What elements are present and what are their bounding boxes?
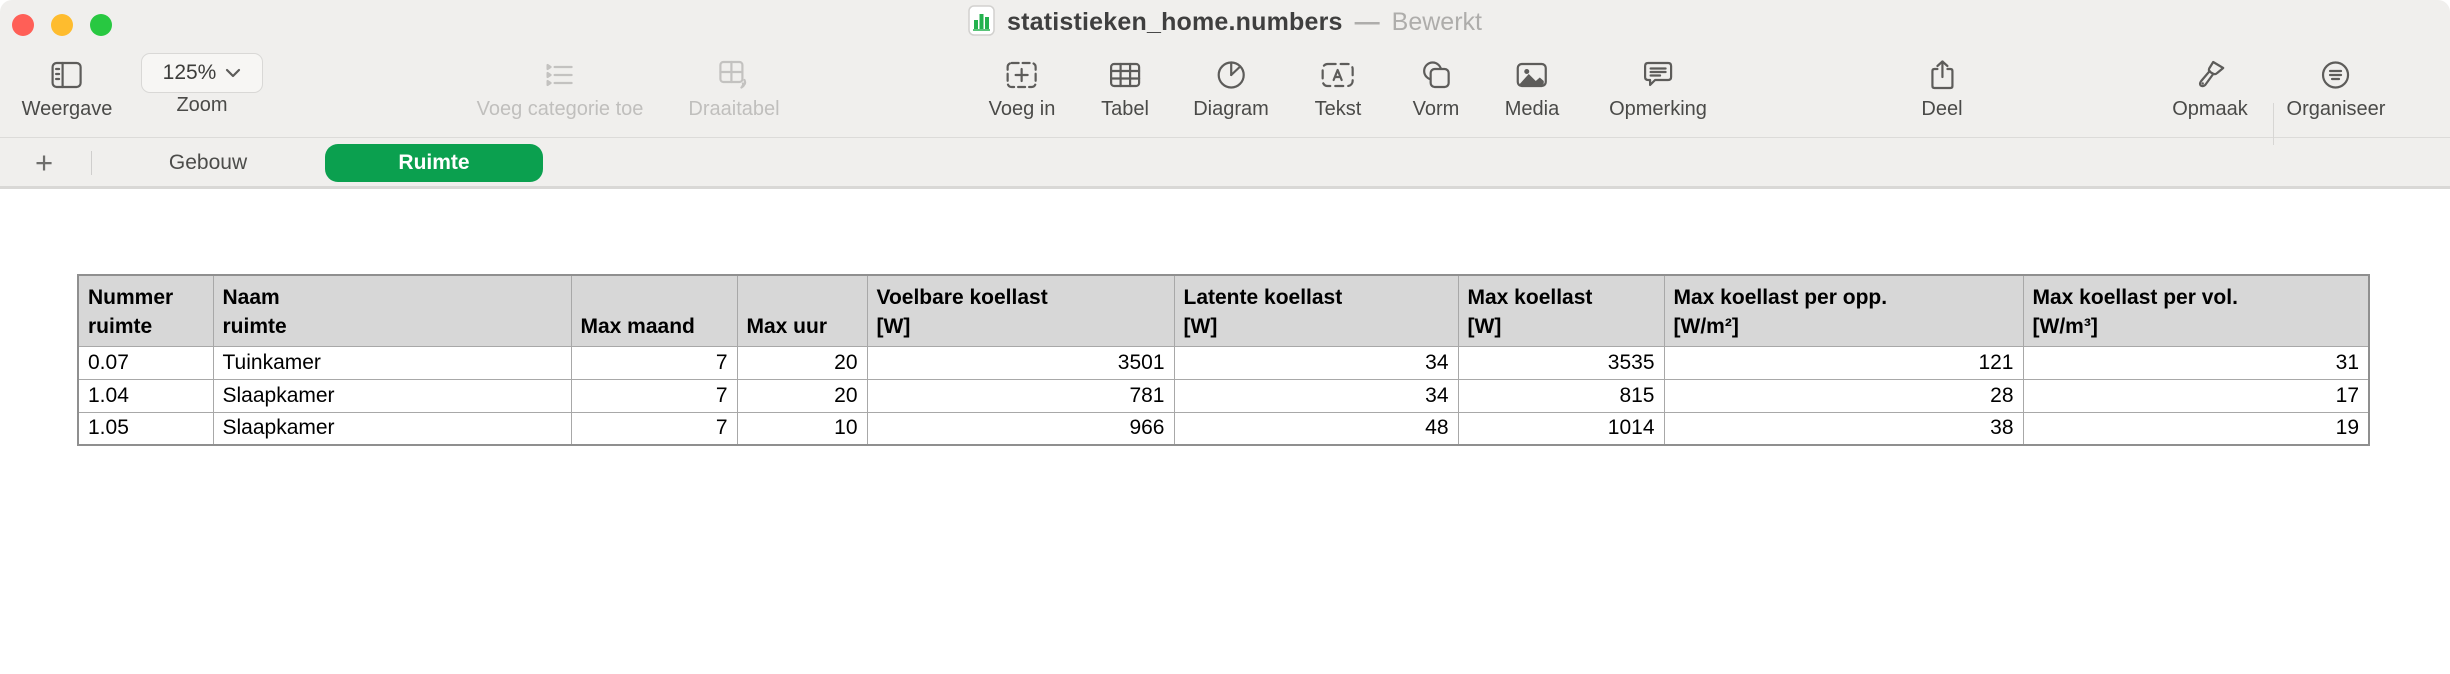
window-chrome: statistieken_home.numbers — Bewerkt Weer — [0, 0, 2450, 189]
table-cell[interactable]: Slaapkamer — [212, 411, 572, 446]
share-icon — [1921, 53, 1962, 97]
table-cell[interactable]: 7 — [570, 411, 738, 446]
table-cell[interactable]: 10 — [736, 411, 868, 446]
table-cell[interactable]: 28 — [1663, 378, 2024, 413]
chevron-down-icon — [226, 68, 241, 78]
toolbar: Weergave 125% Zoom — [0, 45, 2450, 145]
table-cell[interactable]: 3501 — [866, 345, 1175, 380]
pivot-table-button: Draaitabel — [688, 53, 780, 121]
fullscreen-button[interactable] — [90, 14, 112, 36]
column-header[interactable]: Latente koellast [W] — [1173, 274, 1459, 347]
tab-separator — [91, 151, 92, 175]
plus-icon: + — [34, 144, 54, 180]
table-cell[interactable]: 3535 — [1457, 345, 1665, 380]
media-button[interactable]: Media — [1505, 53, 1559, 121]
column-header[interactable]: Max koellast per opp. [W/m²] — [1663, 274, 2024, 347]
share-button[interactable]: Deel — [1921, 53, 1963, 121]
table-row: 1.04 Slaapkamer 7 20 781 34 815 28 17 — [77, 378, 2370, 413]
table-cell[interactable]: 781 — [866, 378, 1175, 413]
column-header[interactable]: Max uur — [736, 274, 868, 347]
table-cell[interactable]: 17 — [2022, 378, 2370, 413]
insert-button[interactable]: Voeg in — [989, 53, 1056, 121]
table-cell[interactable]: 966 — [866, 411, 1175, 446]
comment-bubble-icon — [1609, 53, 1707, 97]
add-sheet-button[interactable]: + — [22, 139, 66, 186]
sheet-tab-ruimte[interactable]: Ruimte — [325, 144, 543, 182]
column-header[interactable]: Voelbare koellast [W] — [866, 274, 1175, 347]
table-cell[interactable]: 7 — [570, 345, 738, 380]
sheet-tab-bar: + Gebouw Ruimte — [0, 139, 2450, 189]
table-cell[interactable]: Tuinkamer — [212, 345, 572, 380]
sheet-tab-gebouw[interactable]: Gebouw — [168, 150, 248, 174]
organize-button[interactable]: Organiseer — [2287, 53, 2386, 121]
toolbar-divider — [2273, 103, 2274, 145]
table-cell[interactable]: 34 — [1173, 345, 1459, 380]
table-cell[interactable]: 19 — [2022, 411, 2370, 446]
table-cell[interactable]: 815 — [1457, 378, 1665, 413]
column-header[interactable]: Nummer ruimte — [77, 274, 214, 347]
table-cell[interactable]: Slaapkamer — [212, 378, 572, 413]
table-cell[interactable]: 20 — [736, 345, 868, 380]
view-button[interactable]: Weergave — [22, 53, 113, 121]
insert-icon — [989, 53, 1056, 97]
table-row: 0.07 Tuinkamer 7 20 3501 34 3535 121 31 — [77, 345, 2370, 380]
header-row: Nummer ruimte Naam ruimte Max maand Max uu… — [77, 274, 2370, 347]
chart-button[interactable]: Diagram — [1193, 53, 1269, 121]
table-cell[interactable]: 20 — [736, 378, 868, 413]
minimize-button[interactable] — [51, 14, 73, 36]
pie-chart-icon — [1193, 53, 1269, 97]
column-header[interactable]: Max koellast per vol. [W/m³] — [2022, 274, 2370, 347]
window-title-group: statistieken_home.numbers — Bewerkt — [0, 0, 2450, 45]
format-brush-icon — [2172, 53, 2248, 97]
column-header[interactable]: Naam ruimte — [212, 274, 572, 347]
category-list-icon — [477, 53, 644, 97]
zoom-control[interactable]: 125% Zoom — [141, 53, 263, 117]
sidebar-view-icon — [22, 53, 113, 97]
table-cell[interactable]: 1014 — [1457, 411, 1665, 446]
text-box-icon — [1315, 53, 1362, 97]
table-cell[interactable]: 0.07 — [77, 345, 214, 380]
table-row: 1.05 Slaapkamer 7 10 966 48 1014 38 19 — [77, 411, 2370, 446]
table-cell[interactable]: 31 — [2022, 345, 2370, 380]
column-header[interactable]: Max maand — [570, 274, 738, 347]
zoom-button[interactable]: 125% — [141, 53, 263, 93]
table-cell[interactable]: 121 — [1663, 345, 2024, 380]
table-icon — [1101, 53, 1149, 97]
traffic-lights — [12, 14, 112, 36]
pivot-table-icon — [688, 53, 779, 97]
title-bar: statistieken_home.numbers — Bewerkt — [0, 0, 2450, 45]
table-cell[interactable]: 48 — [1173, 411, 1459, 446]
format-button[interactable]: Opmaak — [2172, 53, 2248, 121]
table-cell[interactable]: 7 — [570, 378, 738, 413]
media-photo-icon — [1505, 53, 1559, 97]
text-button[interactable]: Tekst — [1315, 53, 1362, 121]
document-title: statistieken_home.numbers — [1007, 8, 1343, 36]
column-header[interactable]: Max koellast [W] — [1457, 274, 1665, 347]
numbers-doc-icon — [968, 4, 995, 41]
shape-button[interactable]: Vorm — [1413, 53, 1460, 121]
zoom-value: 125% — [162, 61, 217, 84]
sheet-canvas: Nummer ruimte Naam ruimte Max maand Max uu… — [0, 189, 2450, 674]
table-cell[interactable]: 34 — [1173, 378, 1459, 413]
add-category-button: Voeg categorie toe — [477, 53, 644, 121]
table-cell[interactable]: 1.05 — [77, 411, 214, 446]
table-cell[interactable]: 38 — [1663, 411, 2024, 446]
title-separator: — — [1354, 8, 1380, 36]
comment-button[interactable]: Opmerking — [1609, 53, 1707, 121]
data-table: Nummer ruimte Naam ruimte Max maand Max uu… — [77, 274, 2370, 446]
document-status: Bewerkt — [1391, 8, 1482, 36]
organize-icon — [2287, 53, 2386, 97]
table-cell[interactable]: 1.04 — [77, 378, 214, 413]
close-button[interactable] — [12, 14, 34, 36]
table-button[interactable]: Tabel — [1101, 53, 1149, 121]
shapes-icon — [1413, 53, 1460, 97]
